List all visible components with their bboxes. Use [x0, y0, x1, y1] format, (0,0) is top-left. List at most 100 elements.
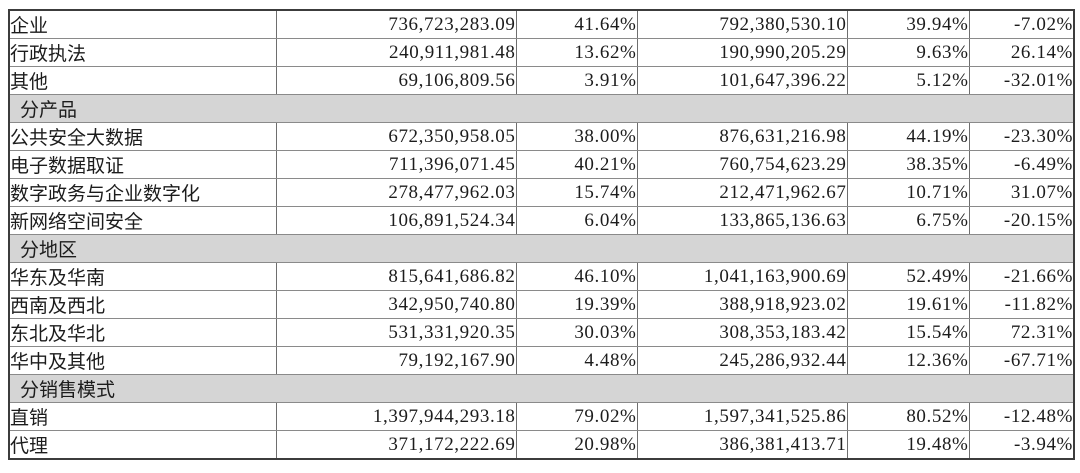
amount-current-cell: 342,950,740.80	[275, 290, 517, 319]
pct-current-cell: 38.00%	[515, 122, 638, 151]
pct-current-cell: 30.03%	[515, 318, 638, 347]
table-row: 西南及西北 342,950,740.80 19.39% 388,918,923.…	[8, 290, 1075, 319]
amount-current-cell: 736,723,283.09	[275, 9, 517, 39]
amount-current-cell: 531,331,920.35	[275, 318, 517, 347]
yoy-change-cell: -3.94%	[968, 430, 1075, 460]
pct-current-cell: 19.39%	[515, 290, 638, 319]
yoy-change-cell: -32.01%	[968, 66, 1075, 95]
table-row: 企业 736,723,283.09 41.64% 792,380,530.10 …	[8, 9, 1075, 39]
section-label-cell: 分产品	[8, 94, 1075, 123]
amount-current-cell: 672,350,958.05	[275, 122, 517, 151]
table-row: 数字政务与企业数字化 278,477,962.03 15.74% 212,471…	[8, 178, 1075, 207]
pct-current-cell: 41.64%	[515, 9, 638, 39]
amount-prior-cell: 388,918,923.02	[636, 290, 848, 319]
section-row: 分销售模式	[8, 374, 1075, 403]
amount-prior-cell: 1,041,163,900.69	[636, 262, 848, 291]
table-row: 公共安全大数据 672,350,958.05 38.00% 876,631,21…	[8, 122, 1075, 151]
amount-current-cell: 79,192,167.90	[275, 346, 517, 375]
table-row: 华东及华南 815,641,686.82 46.10% 1,041,163,90…	[8, 262, 1075, 291]
section-row: 分产品	[8, 94, 1075, 123]
pct-current-cell: 13.62%	[515, 38, 638, 67]
row-label-cell: 华中及其他	[8, 346, 277, 375]
pct-prior-cell: 80.52%	[846, 402, 970, 431]
table-row: 电子数据取证 711,396,071.45 40.21% 760,754,623…	[8, 150, 1075, 179]
section-label-cell: 分地区	[8, 234, 1075, 263]
yoy-change-cell: -6.49%	[968, 150, 1075, 179]
yoy-change-cell: -23.30%	[968, 122, 1075, 151]
pct-current-cell: 40.21%	[515, 150, 638, 179]
row-label-cell: 西南及西北	[8, 290, 277, 319]
yoy-change-cell: 26.14%	[968, 38, 1075, 67]
yoy-change-cell: -7.02%	[968, 9, 1075, 39]
pct-current-cell: 15.74%	[515, 178, 638, 207]
pct-prior-cell: 5.12%	[846, 66, 970, 95]
pct-prior-cell: 15.54%	[846, 318, 970, 347]
table-row: 行政执法 240,911,981.48 13.62% 190,990,205.2…	[8, 38, 1075, 67]
yoy-change-cell: -11.82%	[968, 290, 1075, 319]
amount-prior-cell: 1,597,341,525.86	[636, 402, 848, 431]
row-label-cell: 数字政务与企业数字化	[8, 178, 277, 207]
amount-prior-cell: 386,381,413.71	[636, 430, 848, 460]
yoy-change-cell: -21.66%	[968, 262, 1075, 291]
row-label-cell: 企业	[8, 9, 277, 39]
table-row: 直销 1,397,944,293.18 79.02% 1,597,341,525…	[8, 402, 1075, 431]
pct-current-cell: 3.91%	[515, 66, 638, 95]
amount-prior-cell: 190,990,205.29	[636, 38, 848, 67]
row-label-cell: 行政执法	[8, 38, 277, 67]
table-row: 代理 371,172,222.69 20.98% 386,381,413.71 …	[8, 430, 1075, 460]
amount-current-cell: 371,172,222.69	[275, 430, 517, 460]
row-label-cell: 其他	[8, 66, 277, 95]
pct-prior-cell: 10.71%	[846, 178, 970, 207]
pct-current-cell: 79.02%	[515, 402, 638, 431]
pct-prior-cell: 38.35%	[846, 150, 970, 179]
row-label-cell: 电子数据取证	[8, 150, 277, 179]
table-row: 东北及华北 531,331,920.35 30.03% 308,353,183.…	[8, 318, 1075, 347]
pct-current-cell: 20.98%	[515, 430, 638, 460]
yoy-change-cell: -12.48%	[968, 402, 1075, 431]
row-label-cell: 公共安全大数据	[8, 122, 277, 151]
pct-prior-cell: 52.49%	[846, 262, 970, 291]
amount-prior-cell: 792,380,530.10	[636, 9, 848, 39]
pct-prior-cell: 6.75%	[846, 206, 970, 235]
section-label-cell: 分销售模式	[8, 374, 1075, 403]
section-row: 分地区	[8, 234, 1075, 263]
amount-current-cell: 69,106,809.56	[275, 66, 517, 95]
amount-prior-cell: 133,865,136.63	[636, 206, 848, 235]
amount-current-cell: 278,477,962.03	[275, 178, 517, 207]
yoy-change-cell: 31.07%	[968, 178, 1075, 207]
row-label-cell: 代理	[8, 430, 277, 460]
pct-prior-cell: 39.94%	[846, 9, 970, 39]
amount-prior-cell: 101,647,396.22	[636, 66, 848, 95]
amount-current-cell: 711,396,071.45	[275, 150, 517, 179]
yoy-change-cell: -20.15%	[968, 206, 1075, 235]
pct-prior-cell: 12.36%	[846, 346, 970, 375]
pct-prior-cell: 9.63%	[846, 38, 970, 67]
revenue-breakdown-table: 企业 736,723,283.09 41.64% 792,380,530.10 …	[8, 9, 1075, 460]
amount-current-cell: 1,397,944,293.18	[275, 402, 517, 431]
table-row: 华中及其他 79,192,167.90 4.48% 245,286,932.44…	[8, 346, 1075, 375]
amount-prior-cell: 212,471,962.67	[636, 178, 848, 207]
pct-prior-cell: 19.61%	[846, 290, 970, 319]
pct-current-cell: 6.04%	[515, 206, 638, 235]
amount-current-cell: 106,891,524.34	[275, 206, 517, 235]
pct-prior-cell: 44.19%	[846, 122, 970, 151]
row-label-cell: 东北及华北	[8, 318, 277, 347]
amount-current-cell: 240,911,981.48	[275, 38, 517, 67]
pct-current-cell: 4.48%	[515, 346, 638, 375]
row-label-cell: 华东及华南	[8, 262, 277, 291]
amount-current-cell: 815,641,686.82	[275, 262, 517, 291]
table-row: 新网络空间安全 106,891,524.34 6.04% 133,865,136…	[8, 206, 1075, 235]
yoy-change-cell: 72.31%	[968, 318, 1075, 347]
table-row: 其他 69,106,809.56 3.91% 101,647,396.22 5.…	[8, 66, 1075, 95]
amount-prior-cell: 308,353,183.42	[636, 318, 848, 347]
pct-current-cell: 46.10%	[515, 262, 638, 291]
amount-prior-cell: 876,631,216.98	[636, 122, 848, 151]
table-body: 企业 736,723,283.09 41.64% 792,380,530.10 …	[8, 9, 1075, 460]
amount-prior-cell: 760,754,623.29	[636, 150, 848, 179]
amount-prior-cell: 245,286,932.44	[636, 346, 848, 375]
pct-prior-cell: 19.48%	[846, 430, 970, 460]
row-label-cell: 直销	[8, 402, 277, 431]
yoy-change-cell: -67.71%	[968, 346, 1075, 375]
row-label-cell: 新网络空间安全	[8, 206, 277, 235]
